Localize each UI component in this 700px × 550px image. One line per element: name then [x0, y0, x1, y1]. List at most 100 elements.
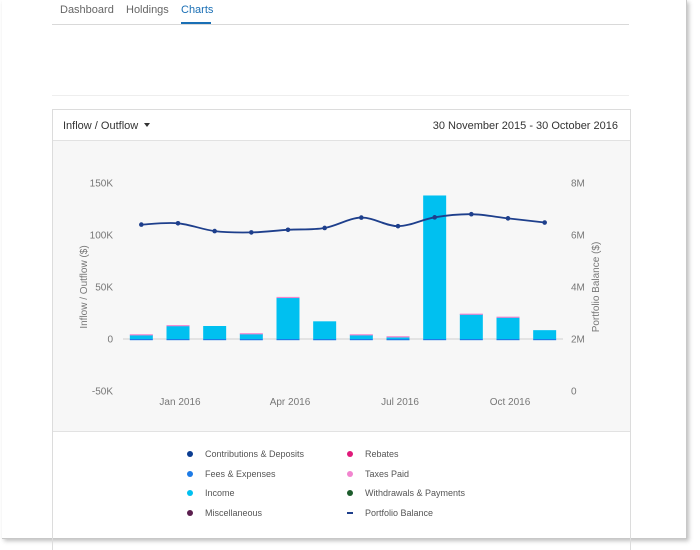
portfolio-balance-point	[542, 220, 547, 225]
x-tick-label: Jan 2016	[159, 397, 201, 408]
app-window: Dashboard Holdings Charts Inflow / Outfl…	[2, 0, 687, 550]
legend-label: Taxes Paid	[365, 468, 410, 479]
divider	[52, 95, 629, 96]
bar-fees-expenses	[349, 339, 373, 341]
portfolio-balance-point	[249, 230, 254, 235]
legend-marker	[347, 451, 353, 457]
bar-fees-expenses	[276, 339, 300, 341]
portfolio-balance-point	[395, 223, 401, 229]
bar-income	[239, 333, 263, 339]
bar-income	[166, 326, 190, 339]
bar-taxes-paid	[129, 334, 153, 336]
portfolio-balance-point	[359, 215, 364, 220]
legend-marker	[187, 490, 193, 496]
chart-type-dropdown[interactable]: Inflow / Outflow	[63, 120, 151, 132]
y2-tick-label: 2M	[571, 335, 585, 346]
bar-fees-expenses	[239, 339, 263, 341]
legend-marker	[347, 511, 353, 514]
y-tick-label: -50K	[92, 387, 113, 398]
bar-income	[423, 195, 447, 339]
bar-fees-expenses	[533, 339, 557, 341]
bar-income	[349, 334, 373, 339]
legend-marker	[187, 470, 193, 477]
bar-taxes-paid	[496, 316, 520, 318]
chart-type-label: Inflow / Outflow	[63, 120, 139, 132]
tab-dashboard[interactable]: Dashboard	[60, 4, 114, 16]
legend-marker	[187, 451, 193, 457]
bar-taxes-paid	[349, 334, 373, 336]
bar-taxes-paid	[239, 333, 263, 335]
x-tick-label: Apr 2016	[270, 397, 311, 408]
legend-label: Contributions & Deposits	[205, 449, 305, 459]
bar-taxes-paid	[459, 313, 483, 315]
y-axis-title: Inflow / Outflow ($)	[79, 245, 90, 328]
legend-item[interactable]: Taxes Paid	[347, 469, 409, 479]
bar-fees-expenses	[386, 339, 410, 341]
y2-tick-label: 4M	[571, 283, 585, 294]
legend-marker	[347, 470, 353, 477]
bar-fees-expenses	[459, 339, 483, 341]
portfolio-balance-line	[141, 213, 545, 234]
x-tick-label: Oct 2016	[490, 397, 531, 408]
legend-item[interactable]: Miscellaneous	[187, 508, 262, 518]
chart-panel-header: Inflow / Outflow 30 November 2015 - 30 O…	[53, 110, 630, 141]
bar-fees-expenses	[496, 339, 520, 341]
active-tab-indicator	[181, 22, 211, 24]
bar-income	[386, 337, 410, 339]
bar-taxes-paid	[276, 296, 300, 299]
y2-tick-label: 0	[571, 387, 577, 398]
legend-item[interactable]: Contributions & Deposits	[187, 449, 304, 459]
legend-label: Income	[205, 488, 235, 498]
bar-fees-expenses	[203, 339, 227, 341]
bar-income	[496, 317, 520, 339]
bar-income	[533, 330, 557, 339]
bar-taxes-paid	[386, 336, 410, 338]
legend-label: Fees & Expenses	[205, 468, 276, 479]
date-range: 30 November 2015 - 30 October 2016	[432, 120, 618, 132]
bar-taxes-paid	[166, 325, 190, 327]
y2-tick-label: 6M	[571, 231, 585, 242]
legend-item[interactable]: Rebates	[347, 449, 399, 459]
portfolio-balance-point	[322, 225, 327, 231]
portfolio-balance-point	[285, 227, 291, 233]
portfolio-balance-point	[139, 222, 144, 227]
tab-holdings[interactable]: Holdings	[126, 4, 169, 16]
portfolio-balance-point	[212, 228, 217, 234]
chart-panel: Inflow / Outflow 30 November 2015 - 30 O…	[52, 109, 631, 550]
caret-down-icon	[144, 123, 151, 127]
legend-marker	[347, 490, 353, 496]
chart-area: -50K 0 50K 100K 150K 0 2M 4M 6M 8M Inflow / Outflo…	[53, 141, 630, 432]
bar-fees-expenses	[129, 339, 153, 341]
x-tick-label: Jul 2016	[381, 397, 419, 408]
portfolio-balance-point	[175, 221, 181, 226]
legend-item[interactable]: Income	[187, 488, 235, 498]
inflow-outflow-chart: -50K 0 50K 100K 150K 0 2M 4M 6M 8M Inflow / Outflo…	[79, 179, 602, 409]
y-tick-label: 50K	[95, 283, 113, 294]
portfolio-balance-point	[505, 216, 511, 221]
y-tick-label: 100K	[90, 231, 114, 242]
portfolio-balance-point	[432, 215, 437, 220]
legend-item[interactable]: Withdrawals & Payments	[347, 488, 465, 498]
tab-charts[interactable]: Charts	[181, 4, 214, 16]
portfolio-balance-point	[469, 211, 474, 217]
bar-income	[313, 321, 337, 339]
legend-item[interactable]: Portfolio Balance	[347, 508, 433, 518]
legend-item[interactable]: Fees & Expenses	[187, 469, 276, 479]
y-tick-label: 0	[107, 335, 113, 346]
bar-income	[203, 326, 227, 339]
legend-marker	[187, 509, 193, 516]
y-tick-label: 150K	[90, 179, 114, 190]
bar-income	[459, 314, 483, 339]
chart-legend: Contributions & Deposits Rebates Fees & Ex…	[53, 434, 630, 544]
legend-label: Rebates	[365, 449, 399, 459]
bar-fees-expenses	[423, 339, 447, 341]
y2-tick-label: 8M	[571, 179, 585, 190]
legend-label: Miscellaneous	[205, 507, 263, 518]
bar-income	[129, 334, 153, 339]
y2-axis-title: Portfolio Balance ($)	[591, 242, 602, 333]
tab-bar: Dashboard Holdings Charts	[52, 0, 629, 25]
bar-fees-expenses	[313, 339, 337, 341]
bar-income	[276, 297, 300, 339]
legend-label: Withdrawals & Payments	[365, 488, 466, 498]
legend-label: Portfolio Balance	[365, 507, 434, 518]
